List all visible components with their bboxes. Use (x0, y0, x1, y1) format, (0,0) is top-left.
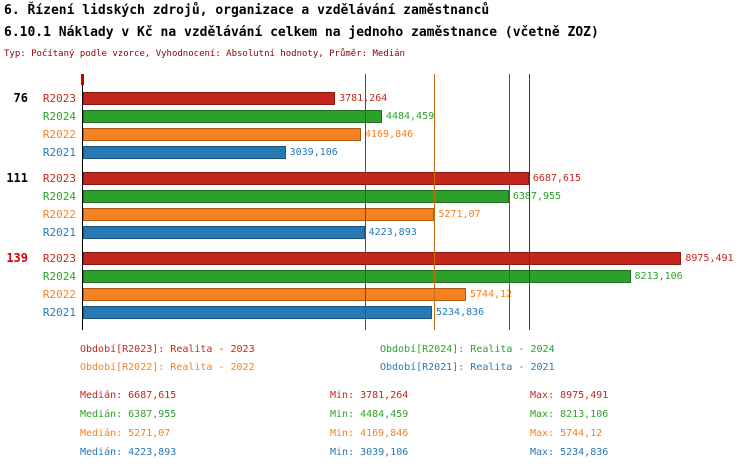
stats-table: Medián: 6687,615 Min: 3781,264 Max: 8975,4… (80, 390, 608, 458)
stat-median-r2024: Medián: 6387,955 (80, 409, 177, 420)
stat-max-r2024: Max: 8213,106 (530, 409, 609, 420)
bar-r2021 (83, 306, 432, 319)
median-line-r2021 (364, 74, 366, 330)
bar-r2022 (83, 128, 361, 141)
stat-max-r2021: Max: 5234,836 (530, 447, 609, 458)
stat-median-r2023: Medián: 6687,615 (80, 390, 177, 401)
series-row-label-r2023: R2023 (42, 92, 76, 105)
series-row-label-r2023: R2023 (42, 252, 76, 265)
bar-value-label: 5744,12 (469, 289, 513, 300)
stat-min-r2023: Min: 3781,264 (330, 390, 409, 401)
stat-median-r2021: Medián: 4223,893 (80, 447, 177, 458)
group-label: 111 (6, 171, 28, 185)
bar-value-label: 3039,106 (289, 147, 338, 158)
bar-value-label: 5234,836 (435, 307, 485, 318)
stat-max-r2022: Max: 5744,12 (530, 428, 603, 439)
bar-value-label: 5271,07 (438, 209, 481, 220)
group-label: 139 (6, 251, 28, 265)
bar-value-label: 6387,955 (512, 191, 562, 202)
bar-value-label: 3781,264 (339, 93, 388, 104)
chart-title-indicator: 6.10.1 Náklady v Kč na vzdělávání celkem… (4, 25, 599, 40)
series-row-label-r2024: R2024 (42, 190, 76, 203)
series-row-label-r2022: R2022 (42, 128, 76, 141)
bar-r2023 (83, 252, 682, 265)
bar-value-label: 8213,106 (634, 271, 683, 282)
series-row-label-r2021: R2021 (42, 226, 76, 239)
median-line-r2023 (528, 74, 530, 330)
bar-r2021 (83, 146, 286, 159)
legend-item-r2024: Období[R2024]: Realita - 2024 (380, 344, 555, 355)
bar-r2022 (83, 288, 466, 301)
series-row-label-r2022: R2022 (42, 208, 76, 221)
series-row-label-r2021: R2021 (42, 306, 76, 319)
bar-value-label: 8975,491 (685, 253, 734, 264)
stat-min-r2021: Min: 3039,106 (330, 447, 409, 458)
bar-r2024 (83, 270, 631, 283)
median-line-r2024 (508, 74, 510, 330)
bar-value-label: 4484,459 (385, 111, 435, 122)
chart-title-category: 6. Řízení lidských zdrojů, organizace a … (4, 3, 490, 18)
bar-r2023 (83, 92, 336, 105)
series-row-label-r2021: R2021 (42, 146, 76, 159)
axis-top-tick (81, 74, 84, 85)
bar-value-label: 6687,615 (532, 173, 581, 184)
bar-r2021 (83, 226, 365, 239)
series-row-label-r2024: R2024 (42, 110, 76, 123)
chart-subtitle: Typ: Počítaný podle vzorce, Vyhodnocení:… (4, 49, 405, 59)
legend-item-r2021: Období[R2021]: Realita - 2021 (380, 362, 555, 373)
bar-r2023 (83, 172, 529, 185)
bar-value-label: 4169,846 (364, 129, 414, 140)
stat-max-r2023: Max: 8975,491 (530, 390, 609, 401)
stat-min-r2024: Min: 4484,459 (330, 409, 409, 420)
group-label: 76 (13, 91, 28, 105)
bar-chart: 3781,264 4484,459 4169,846 3039,106 6687,615… (0, 74, 750, 334)
bar-value-label: 4223,893 (368, 227, 417, 238)
bar-r2022 (83, 208, 435, 221)
bar-r2024 (83, 110, 382, 123)
legend: Období[R2023]: Realita - 2023 Období[R202… (80, 344, 555, 373)
series-row-label-r2024: R2024 (42, 270, 76, 283)
median-line-r2022 (434, 74, 436, 330)
series-row-label-r2023: R2023 (42, 172, 76, 185)
legend-item-r2023: Období[R2023]: Realita - 2023 (80, 344, 255, 355)
bar-r2024 (83, 190, 509, 203)
stat-min-r2022: Min: 4169,846 (330, 428, 409, 439)
legend-item-r2022: Období[R2022]: Realita - 2022 (80, 362, 255, 373)
stat-median-r2022: Medián: 5271,07 (80, 428, 171, 439)
plot-area: 3781,264 4484,459 4169,846 3039,106 6687,615… (81, 74, 734, 330)
series-row-label-r2022: R2022 (42, 288, 76, 301)
